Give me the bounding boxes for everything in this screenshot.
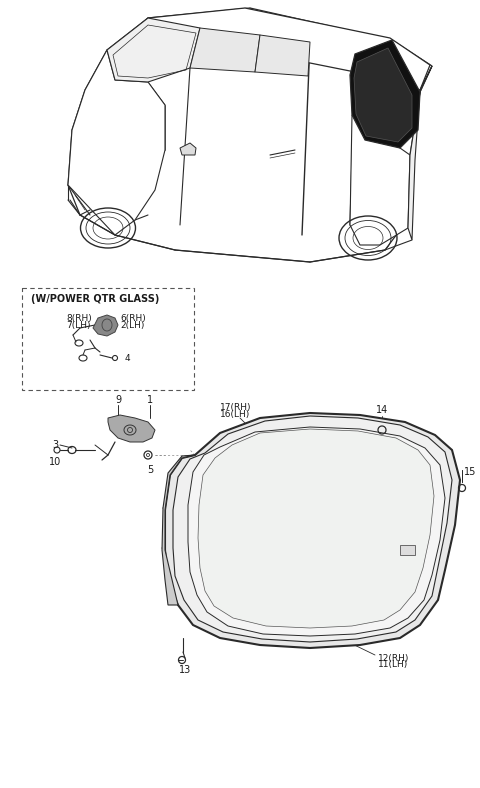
Text: 12(RH): 12(RH) xyxy=(378,653,409,663)
Text: 15: 15 xyxy=(464,467,476,477)
Polygon shape xyxy=(255,35,310,76)
Polygon shape xyxy=(400,545,415,555)
Text: 9: 9 xyxy=(115,395,121,405)
Text: 16(LH): 16(LH) xyxy=(220,410,250,418)
Polygon shape xyxy=(107,18,200,82)
Text: 3: 3 xyxy=(52,440,58,450)
Polygon shape xyxy=(110,8,430,90)
Polygon shape xyxy=(198,429,434,628)
Polygon shape xyxy=(350,40,420,148)
Text: 6(RH): 6(RH) xyxy=(120,314,146,322)
Text: 10: 10 xyxy=(49,457,61,467)
Text: 5: 5 xyxy=(147,465,153,475)
Text: 8(RH): 8(RH) xyxy=(66,314,92,322)
Polygon shape xyxy=(68,50,165,235)
Text: 17(RH): 17(RH) xyxy=(220,403,252,411)
Polygon shape xyxy=(190,28,260,72)
Text: 1: 1 xyxy=(147,395,153,405)
Text: 2(LH): 2(LH) xyxy=(120,321,144,329)
Polygon shape xyxy=(350,115,410,245)
Text: (W/POWER QTR GLASS): (W/POWER QTR GLASS) xyxy=(31,294,159,304)
Polygon shape xyxy=(173,416,452,642)
Text: 4: 4 xyxy=(125,354,131,362)
Polygon shape xyxy=(93,315,118,336)
Polygon shape xyxy=(108,415,155,442)
Text: 14: 14 xyxy=(376,405,388,415)
Text: 11(LH): 11(LH) xyxy=(378,660,408,670)
Polygon shape xyxy=(408,66,432,240)
Polygon shape xyxy=(180,143,196,155)
Polygon shape xyxy=(162,455,195,605)
Text: 13: 13 xyxy=(179,665,191,675)
Polygon shape xyxy=(188,427,445,636)
Polygon shape xyxy=(165,413,460,648)
Polygon shape xyxy=(354,48,412,142)
Text: 7(LH): 7(LH) xyxy=(66,321,91,329)
Polygon shape xyxy=(68,8,432,262)
